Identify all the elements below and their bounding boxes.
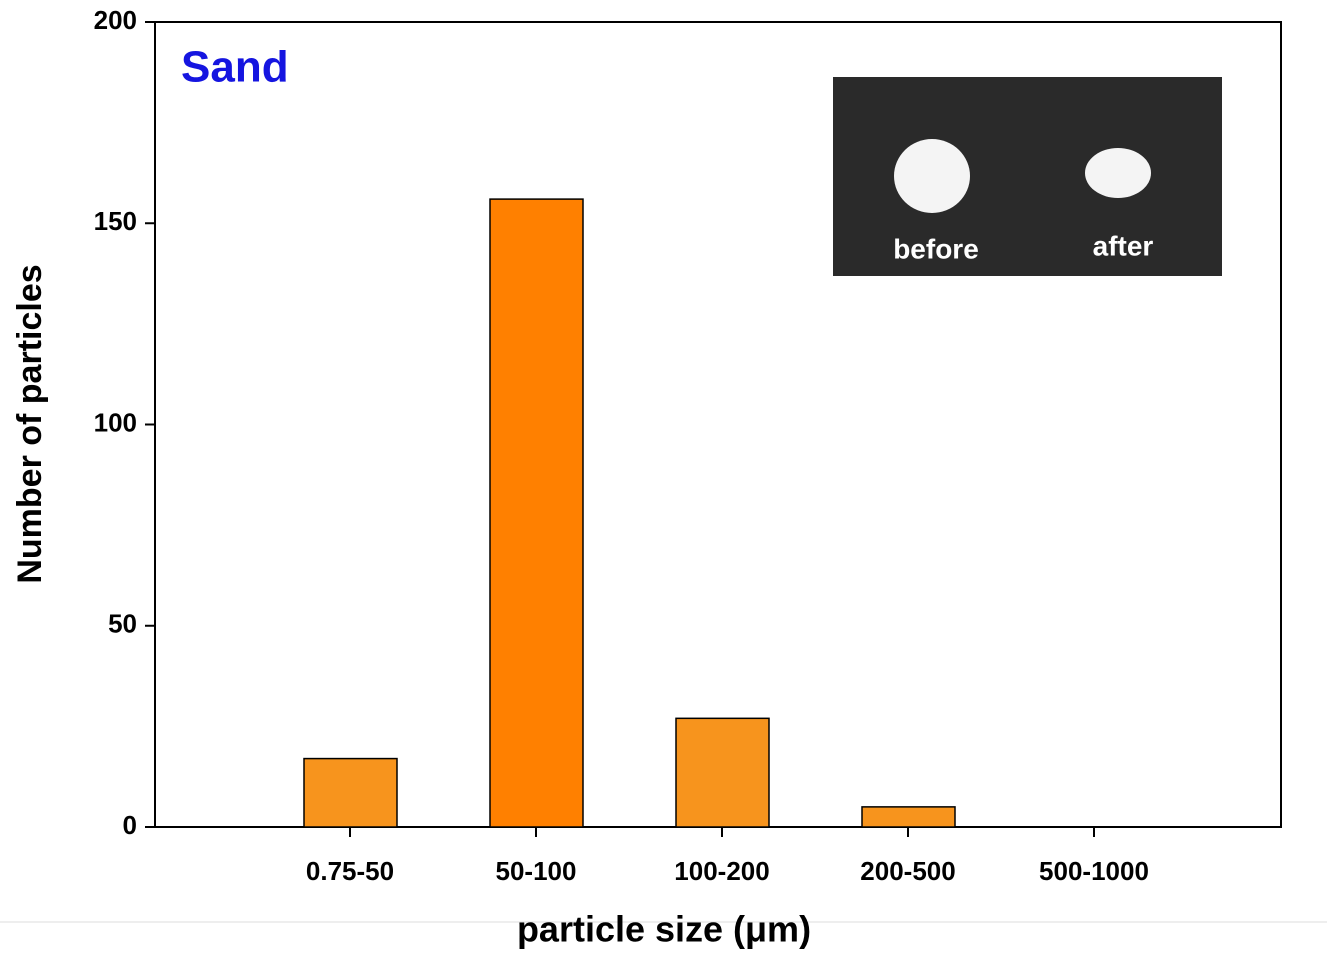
x-tick-label: 100-200	[674, 856, 769, 886]
y-tick-label: 150	[94, 206, 137, 236]
bar	[304, 759, 397, 827]
x-tick-label: 50-100	[496, 856, 577, 886]
chart-title: Sand	[181, 43, 289, 92]
y-tick-label: 0	[123, 810, 137, 840]
sample-before	[894, 139, 970, 213]
inset-photo: before after	[833, 77, 1222, 276]
bar	[676, 718, 769, 827]
y-axis-label: Number of particles	[11, 264, 49, 583]
inset-label: before	[893, 233, 979, 264]
x-tick-label: 200-500	[860, 856, 955, 886]
x-tick-label: 0.75-50	[306, 856, 394, 886]
chart: Sand before after particle size (μm) Num…	[0, 0, 1327, 954]
photo-background	[833, 77, 1222, 276]
sample-after	[1085, 148, 1151, 198]
y-tick-label: 50	[108, 609, 137, 639]
bar	[862, 807, 955, 827]
x-tick-label: 500-1000	[1039, 856, 1149, 886]
y-tick-label: 100	[94, 407, 137, 437]
y-tick-label: 200	[94, 5, 137, 35]
page: Sand before after particle size (μm) Num…	[0, 0, 1327, 959]
inset-label: after	[1093, 230, 1154, 261]
bar	[490, 199, 583, 827]
x-axis-label: particle size (μm)	[517, 909, 811, 950]
